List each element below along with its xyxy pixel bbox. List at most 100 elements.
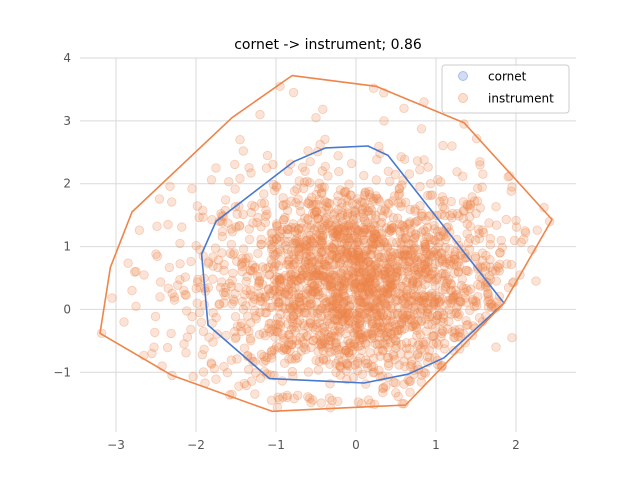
instrument-point xyxy=(283,329,294,340)
instrument-point xyxy=(226,355,237,365)
instrument-point xyxy=(295,273,305,283)
instrument-point xyxy=(258,357,269,367)
instrument-point xyxy=(282,345,292,355)
instrument-point xyxy=(416,227,427,237)
instrument-point xyxy=(386,226,397,236)
instrument-point xyxy=(501,214,511,225)
instrument-point xyxy=(339,298,349,308)
instrument-point xyxy=(262,150,273,161)
instrument-point xyxy=(288,87,299,98)
instrument-point xyxy=(423,352,433,362)
instrument-point xyxy=(281,282,291,292)
instrument-point xyxy=(385,225,395,236)
instrument-point xyxy=(234,221,244,231)
instrument-point xyxy=(401,298,411,309)
instrument-point xyxy=(357,197,368,208)
instrument-point xyxy=(399,356,409,366)
instrument-point xyxy=(428,339,438,349)
instrument-point xyxy=(404,344,415,354)
instrument-point xyxy=(322,297,332,307)
instrument-point xyxy=(429,331,439,341)
instrument-point xyxy=(267,259,277,269)
instrument-point xyxy=(313,313,324,324)
instrument-point xyxy=(310,209,320,220)
instrument-point xyxy=(353,288,364,298)
instrument-point xyxy=(437,256,447,266)
instrument-point xyxy=(328,300,338,311)
instrument-point xyxy=(215,282,226,293)
instrument-point xyxy=(288,317,298,328)
instrument-point xyxy=(334,259,345,269)
instrument-point xyxy=(455,296,466,307)
instrument-point xyxy=(123,258,133,268)
instrument-point xyxy=(423,304,434,315)
instrument-point xyxy=(372,283,382,293)
instrument-point xyxy=(449,345,459,356)
instrument-point xyxy=(481,261,491,271)
instrument-point xyxy=(462,199,472,210)
instrument-point xyxy=(387,257,397,267)
instrument-point xyxy=(411,230,421,240)
instrument-point xyxy=(305,241,315,252)
instrument-point xyxy=(343,250,353,260)
instrument-point xyxy=(337,307,348,317)
instrument-point xyxy=(341,345,351,356)
instrument-point xyxy=(433,232,444,242)
instrument-point xyxy=(263,262,274,273)
instrument-point xyxy=(361,268,371,279)
instrument-point xyxy=(444,305,454,315)
instrument-point xyxy=(349,206,360,216)
instrument-point xyxy=(370,324,380,334)
instrument-point xyxy=(271,182,282,192)
instrument-point xyxy=(247,266,258,276)
instrument-point xyxy=(366,210,377,220)
instrument-point xyxy=(430,290,441,301)
instrument-point xyxy=(286,246,297,257)
instrument-point xyxy=(283,319,293,329)
instrument-point xyxy=(355,332,366,343)
instrument-point xyxy=(355,341,366,351)
instrument-point xyxy=(362,304,373,315)
instrument-point xyxy=(388,349,398,360)
instrument-point xyxy=(300,241,310,251)
instrument-point xyxy=(370,304,380,314)
instrument-point xyxy=(323,329,334,340)
instrument-point xyxy=(362,314,373,325)
instrument-point xyxy=(214,216,224,227)
instrument-point xyxy=(340,320,351,330)
instrument-point xyxy=(243,252,254,262)
instrument-point xyxy=(357,333,368,343)
instrument-point xyxy=(366,238,376,248)
instrument-point xyxy=(316,311,327,322)
instrument-point xyxy=(337,281,347,292)
instrument-point xyxy=(357,297,367,307)
instrument-point xyxy=(351,199,362,209)
instrument-point xyxy=(374,327,384,338)
instrument-point xyxy=(401,343,412,354)
instrument-point xyxy=(151,249,161,259)
instrument-point xyxy=(399,314,410,325)
instrument-point xyxy=(405,224,415,234)
instrument-point xyxy=(403,303,413,313)
instrument-point xyxy=(297,230,307,240)
instrument-point xyxy=(237,266,247,277)
instrument-point xyxy=(331,306,342,317)
instrument-point xyxy=(373,294,383,304)
instrument-point xyxy=(447,213,457,223)
instrument-point xyxy=(485,239,496,250)
instrument-point xyxy=(277,302,288,312)
instrument-point xyxy=(419,155,429,165)
instrument-point xyxy=(426,234,436,245)
instrument-point xyxy=(275,246,285,257)
instrument-point xyxy=(367,301,378,311)
instrument-point xyxy=(415,165,425,175)
instrument-point xyxy=(367,285,378,295)
instrument-point xyxy=(374,317,385,328)
instrument-point xyxy=(416,316,427,327)
instrument-point xyxy=(371,294,382,304)
instrument-point xyxy=(423,162,433,172)
instrument-point xyxy=(328,244,338,255)
instrument-point xyxy=(204,332,214,342)
instrument-point xyxy=(321,260,331,270)
instrument-point xyxy=(273,343,284,353)
